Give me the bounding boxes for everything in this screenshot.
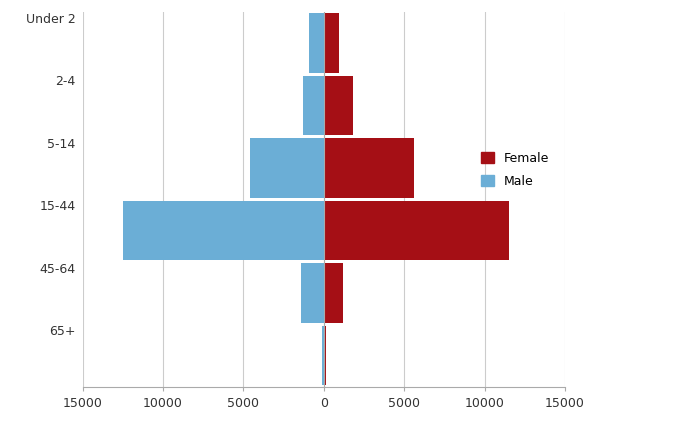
Bar xyxy=(322,326,324,385)
Bar xyxy=(301,264,324,323)
Bar xyxy=(123,202,324,261)
Bar xyxy=(250,139,324,198)
Bar xyxy=(309,15,324,74)
Bar xyxy=(324,264,343,323)
Bar xyxy=(324,202,508,261)
Bar xyxy=(324,77,353,136)
Bar xyxy=(324,139,414,198)
Bar xyxy=(303,77,324,136)
Legend: Female, Male: Female, Male xyxy=(476,147,554,193)
Bar xyxy=(324,15,339,74)
Bar xyxy=(324,326,327,385)
